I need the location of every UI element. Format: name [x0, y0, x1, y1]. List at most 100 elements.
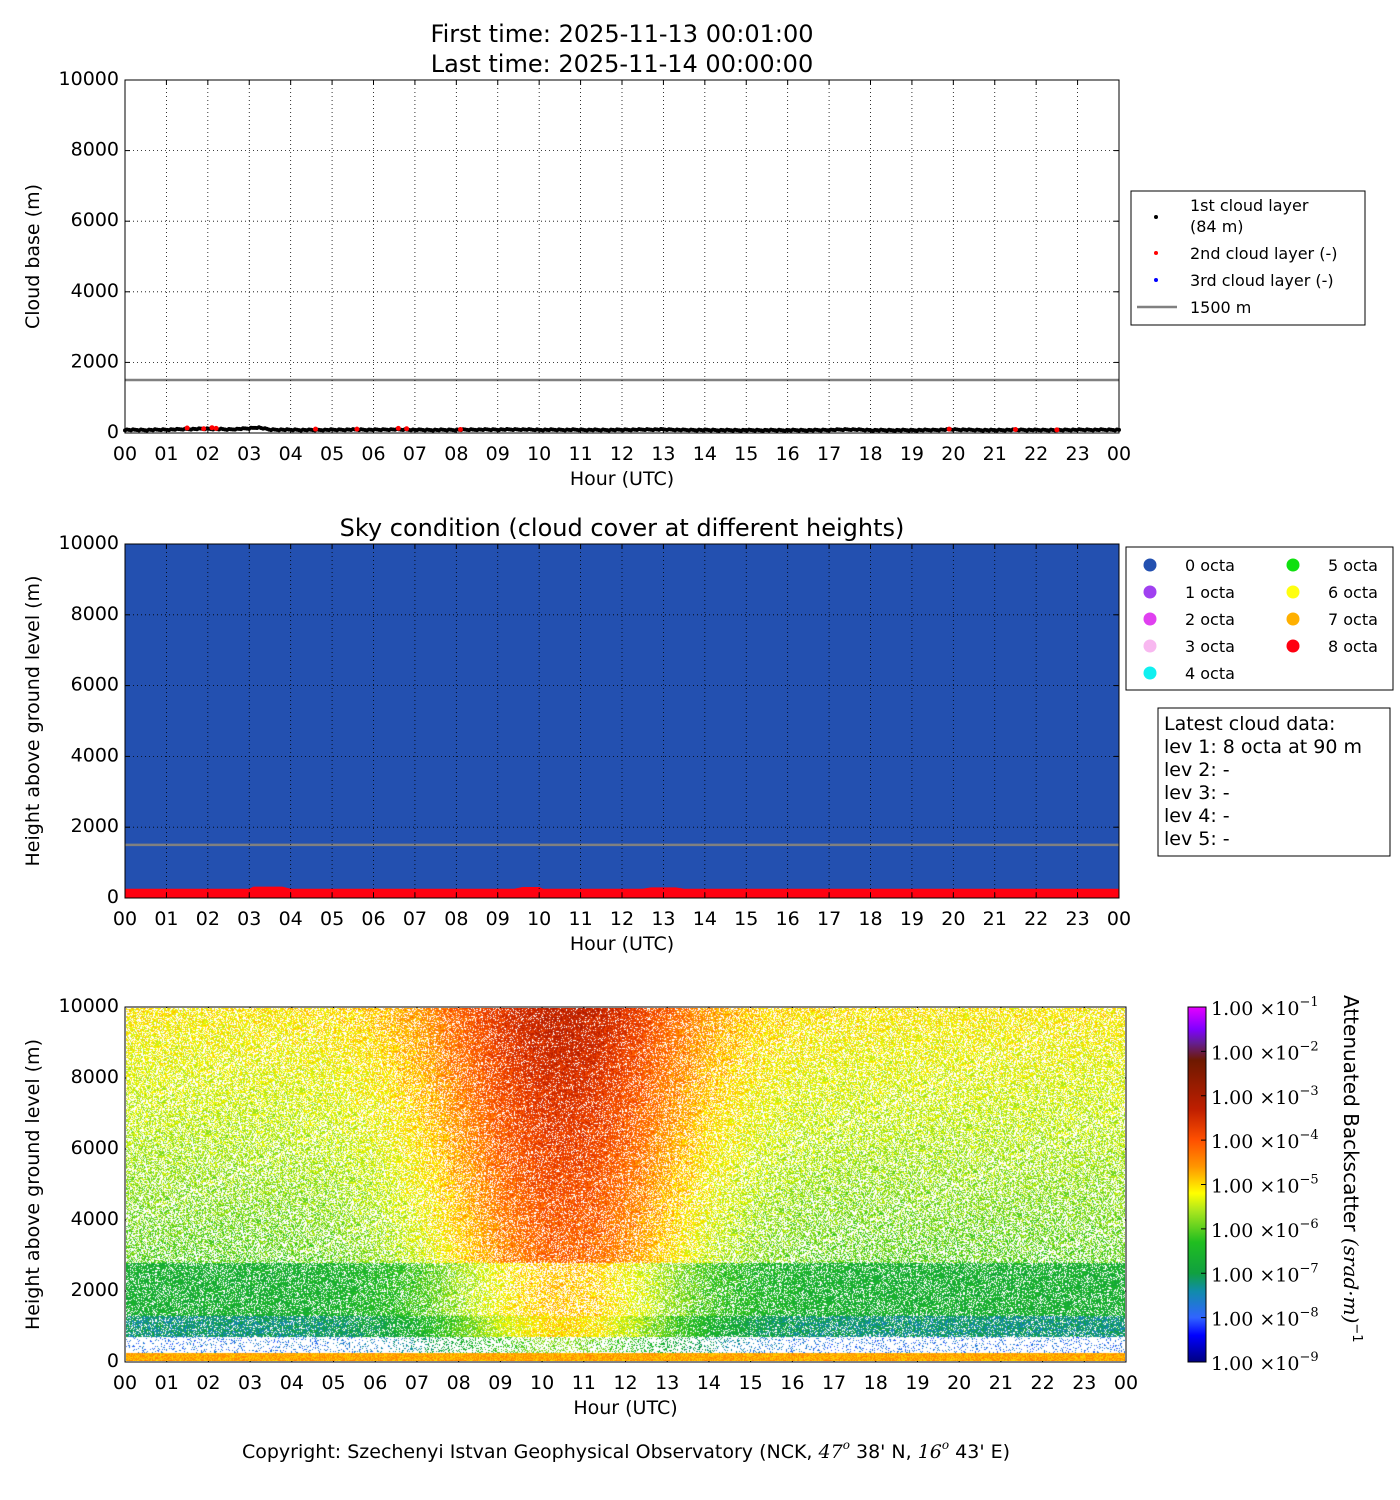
- y-tick-label: 2000: [71, 1279, 119, 1301]
- octa-legend-marker: [1143, 666, 1157, 680]
- octa-legend-marker: [1143, 558, 1157, 572]
- x-tick-label: 07: [405, 1372, 429, 1394]
- y-axis-label: Height above ground level (m): [22, 1039, 44, 1330]
- octa-legend-label: 6 octa: [1328, 583, 1378, 602]
- second-layer-point: [395, 425, 401, 431]
- octa-legend-label: 7 octa: [1328, 610, 1378, 629]
- y-tick-label: 0: [107, 1350, 119, 1372]
- legend-label-1st-height: (84 m): [1190, 217, 1244, 236]
- x-axis-label: Hour (UTC): [570, 933, 674, 955]
- y-tick-label: 6000: [71, 674, 119, 696]
- octa-legend-label: 8 octa: [1328, 637, 1378, 656]
- legend-box: [1130, 190, 1366, 326]
- x-tick-label: 03: [237, 908, 261, 930]
- x-tick-label: 02: [196, 1372, 220, 1394]
- x-tick-label: 05: [320, 908, 344, 930]
- x-axis-label: Hour (UTC): [570, 468, 674, 490]
- x-tick-label: 09: [488, 1372, 512, 1394]
- x-tick-label: 05: [321, 1372, 345, 1394]
- x-tick-label: 16: [776, 443, 800, 465]
- legend-marker-3rd: [1154, 278, 1158, 282]
- x-tick-label: 06: [361, 443, 385, 465]
- x-tick-label: 08: [444, 908, 468, 930]
- octa-legend-label: 4 octa: [1185, 664, 1235, 683]
- x-tick-label: 07: [403, 443, 427, 465]
- y-tick-label: 8000: [71, 603, 119, 625]
- y-tick-label: 0: [107, 886, 119, 908]
- x-tick-label: 22: [1030, 1372, 1054, 1394]
- x-tick-label: 00: [1114, 1372, 1138, 1394]
- octa-legend-label: 1 octa: [1185, 583, 1235, 602]
- x-tick-label: 01: [155, 1372, 179, 1394]
- octa-legend-marker: [1143, 585, 1157, 599]
- x-tick-label: 23: [1065, 908, 1089, 930]
- x-tick-label: 14: [697, 1372, 721, 1394]
- x-tick-label: 17: [817, 443, 841, 465]
- x-tick-label: 13: [651, 908, 675, 930]
- x-tick-label: 19: [900, 443, 924, 465]
- second-layer-point: [404, 426, 410, 432]
- y-tick-label: 10000: [59, 68, 119, 90]
- x-tick-label: 04: [279, 443, 303, 465]
- x-tick-label: 23: [1065, 443, 1089, 465]
- cloud-base-panel: 00 01 02 03 04 05 06 07 08 09 10 11 12 13 14 15 16 17 18 19…: [22, 68, 1366, 490]
- plot-frame: [124, 543, 1120, 899]
- octa-legend-box: [1125, 546, 1394, 691]
- x-tick-label: 04: [280, 1372, 304, 1394]
- colorbar-tick-label: 1.00 ×10−7: [1211, 1261, 1319, 1286]
- octa-legend-label: 0 octa: [1185, 556, 1235, 575]
- colorbar-tick-label: 1.00 ×10−1: [1211, 995, 1319, 1020]
- x-tick-label: 13: [655, 1372, 679, 1394]
- x-tick-label: 01: [154, 908, 178, 930]
- legend-label-1st: 1st cloud layer: [1190, 196, 1309, 215]
- x-tick-label: 15: [734, 908, 758, 930]
- second-layer-point: [946, 426, 952, 432]
- x-tick-label: 00: [113, 908, 137, 930]
- y-tick-label: 2000: [71, 350, 119, 372]
- latest-cloud-data-line: lev 5: -: [1164, 828, 1230, 850]
- x-tick-label: 15: [739, 1372, 763, 1394]
- octa-legend-marker: [1286, 585, 1300, 599]
- x-tick-label: 09: [486, 443, 510, 465]
- y-tick-label: 6000: [71, 1137, 119, 1159]
- legend-label-1500m: 1500 m: [1190, 298, 1251, 317]
- x-tick-label: 20: [941, 443, 965, 465]
- plot-frame: [124, 1006, 1127, 1363]
- y-tick-label: 0: [107, 421, 119, 443]
- x-tick-label: 19: [900, 908, 924, 930]
- x-tick-label: 18: [858, 908, 882, 930]
- octa-legend-marker: [1286, 558, 1300, 572]
- x-tick-label: 10: [527, 908, 551, 930]
- y-tick-label: 10000: [59, 532, 119, 554]
- x-tick-label: 03: [238, 1372, 262, 1394]
- x-tick-label: 11: [572, 1372, 596, 1394]
- x-tick-label: 20: [941, 908, 965, 930]
- x-tick-label: 07: [403, 908, 427, 930]
- second-layer-point: [313, 426, 319, 432]
- y-tick-label: 6000: [71, 209, 119, 231]
- x-tick-label: 12: [610, 908, 634, 930]
- second-layer-point: [213, 425, 219, 431]
- x-tick-label: 02: [196, 908, 220, 930]
- y-tick-label: 2000: [71, 815, 119, 837]
- second-layer-point: [184, 425, 190, 431]
- octa-legend-marker: [1143, 639, 1157, 653]
- latest-cloud-data-line: lev 1: 8 octa at 90 m: [1164, 736, 1362, 758]
- second-layer-point: [209, 425, 215, 431]
- x-tick-label: 02: [196, 443, 220, 465]
- plot-frame: [124, 79, 1120, 434]
- y-tick-label: 8000: [71, 139, 119, 161]
- latest-cloud-data-title: Latest cloud data:: [1164, 713, 1335, 735]
- x-tick-label: 05: [320, 443, 344, 465]
- x-tick-label: 16: [780, 1372, 804, 1394]
- colorbar-tick-label: 1.00 ×10−4: [1211, 1128, 1319, 1153]
- y-tick-label: 4000: [71, 280, 119, 302]
- x-tick-label: 14: [693, 443, 717, 465]
- octa-legend-marker: [1143, 612, 1157, 626]
- x-tick-label: 00: [1107, 443, 1131, 465]
- colorbar-tick-label: 1.00 ×10−9: [1211, 1350, 1319, 1375]
- y-tick-label: 4000: [71, 744, 119, 766]
- colorbar-label: Attenuated Backscatter (srad·m)−1: [1339, 995, 1364, 1343]
- x-tick-label: 06: [363, 1372, 387, 1394]
